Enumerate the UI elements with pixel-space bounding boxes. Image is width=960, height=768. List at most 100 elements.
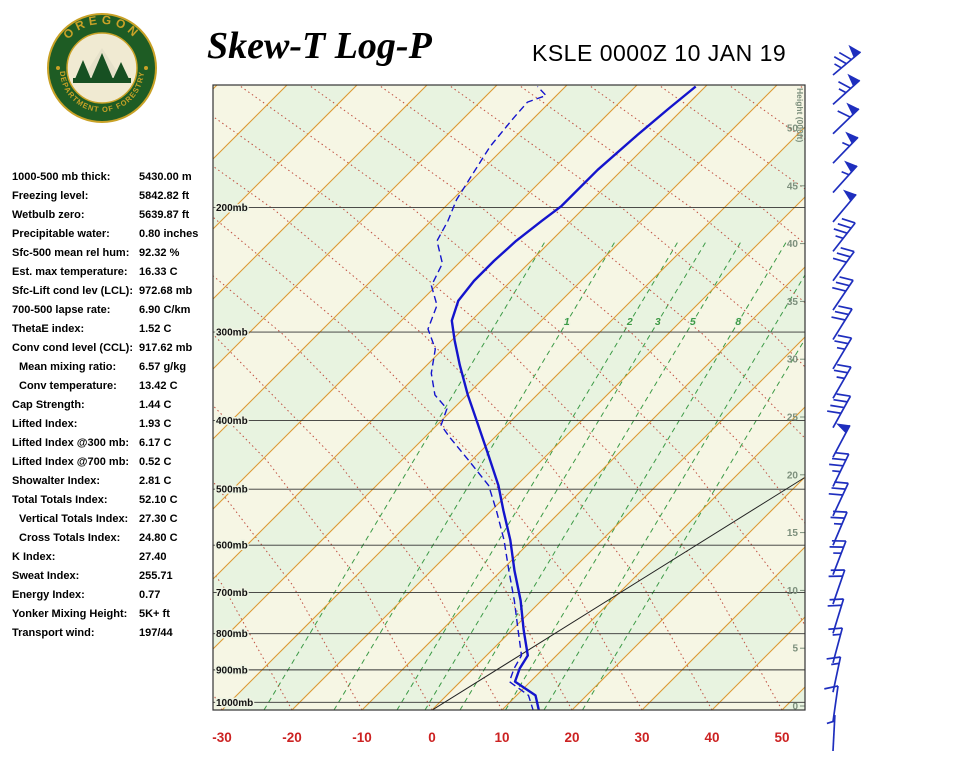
- barb-full: [840, 246, 855, 253]
- barb-flag: [836, 423, 850, 434]
- dry-adiabat: [378, 85, 805, 439]
- barb-half: [826, 720, 835, 725]
- index-value: 1.52 C: [139, 322, 172, 335]
- index-value: 6.57 g/kg: [139, 360, 187, 373]
- dry-adiabat: [213, 115, 783, 710]
- wind-barb: [824, 685, 839, 722]
- wind-barb: [828, 481, 849, 517]
- band: [852, 85, 960, 710]
- barb-full: [836, 393, 851, 398]
- dry-adiabat: [798, 85, 805, 91]
- barb-full: [832, 257, 847, 263]
- wind-barb: [830, 510, 848, 546]
- barb-half: [832, 469, 841, 473]
- pressure-label-600mb: 600mb: [216, 541, 248, 552]
- wind-barb: [829, 539, 847, 575]
- barb-full: [834, 481, 849, 485]
- index-row: Precipitable water: 0.80 inches: [12, 224, 222, 243]
- height-tick-label: 50: [787, 124, 799, 135]
- temp-tick-label: 40: [704, 730, 719, 745]
- pressure-label-1000mb: 1000mb: [216, 698, 253, 709]
- height-tick-label: 45: [787, 181, 799, 192]
- barb-full: [833, 56, 847, 65]
- index-row: Cross Totals Index: 24.80 C: [12, 528, 222, 547]
- index-value: 2.81 C: [139, 474, 172, 487]
- index-row: Total Totals Index: 52.10 C: [12, 490, 222, 509]
- index-label: Mean mixing ratio:: [19, 360, 117, 373]
- isotherms: [213, 85, 805, 710]
- index-label: Showalter Index:: [12, 474, 101, 487]
- index-label: Conv temperature:: [19, 379, 117, 392]
- pressure-label-300mb: 300mb: [216, 328, 248, 339]
- barb-full: [829, 463, 844, 467]
- pressure-label-400mb: 400mb: [216, 416, 248, 427]
- height-tick-label: 35: [787, 297, 799, 308]
- index-label: Total Totals Index:: [12, 493, 108, 506]
- index-value: 27.40: [139, 550, 167, 563]
- wind-barb: [826, 715, 836, 752]
- index-value: 27.30 C: [139, 512, 178, 525]
- logo-dot-left: [56, 66, 60, 70]
- wind-barb: [832, 423, 851, 458]
- index-value: 0.52 C: [139, 455, 172, 468]
- barb-half: [836, 376, 845, 380]
- indices-panel: 1000-500 mb thick: 5430.00 m Freezing leve…: [12, 167, 222, 642]
- barb-half: [832, 633, 841, 636]
- isotherm-line: [213, 85, 498, 370]
- dewpoint-trace: [427, 86, 547, 710]
- wind-barb: [827, 393, 852, 429]
- isotherm-line: [213, 85, 428, 300]
- index-value: 972.68 mb: [139, 284, 193, 297]
- dry-adiabat: [213, 275, 573, 710]
- height-tick-label: 25: [787, 413, 799, 424]
- barb-full: [831, 316, 846, 321]
- barb-flag: [847, 73, 860, 87]
- index-label: 1000-500 mb thick:: [12, 170, 111, 183]
- dry-adiabat: [869, 85, 960, 710]
- dry-adiabat: [308, 85, 805, 525]
- wind-barb: [832, 160, 858, 194]
- index-label: Wetbulb zero:: [12, 208, 85, 221]
- mixing-ratio-line: [396, 239, 680, 710]
- temp-tick-label: -20: [282, 730, 302, 745]
- isotherm-line: [641, 546, 805, 710]
- pressure-label-700mb: 700mb: [216, 588, 248, 599]
- index-label: Cross Totals Index:: [19, 531, 121, 544]
- barb-full: [839, 276, 854, 282]
- barb-full: [828, 627, 843, 631]
- index-value: 255.71: [139, 569, 173, 582]
- barb-full: [827, 604, 842, 607]
- index-value: 5842.82 ft: [139, 189, 190, 202]
- temp-tick-label: 10: [494, 730, 509, 745]
- wind-barb: [832, 189, 857, 223]
- index-value: 6.90 C/km: [139, 303, 191, 316]
- index-row: Lifted Index: 1.93 C: [12, 414, 222, 433]
- dry-adiabat: [213, 165, 713, 710]
- barb-full: [833, 369, 848, 374]
- barb-staff: [832, 424, 851, 458]
- barb-full: [838, 305, 853, 310]
- index-label: Precipitable water:: [12, 227, 110, 240]
- index-label: Lifted Index @300 mb:: [12, 436, 130, 449]
- wind-barb: [832, 334, 853, 370]
- index-value: 92.32 %: [139, 246, 180, 259]
- index-row: Freezing level: 5842.82 ft: [12, 186, 222, 205]
- barb-staff: [832, 569, 846, 605]
- barb-staff: [832, 540, 847, 575]
- index-row: Sweat Index: 255.71: [12, 566, 222, 585]
- pressure-label-500mb: 500mb: [216, 485, 248, 496]
- index-label: Lifted Index @700 mb:: [12, 455, 130, 468]
- band: [213, 85, 805, 710]
- isotherm-line: [431, 336, 805, 710]
- index-value: 6.17 C: [139, 436, 172, 449]
- index-value: 24.80 C: [139, 531, 178, 544]
- barb-full: [826, 656, 841, 660]
- isotherm-line: [501, 406, 805, 710]
- barb-full: [827, 410, 842, 415]
- height-tick-label: 20: [787, 470, 799, 481]
- dry-adiabat: [238, 85, 805, 627]
- index-row: Sfc-Lift cond lev (LCL): 972.68 mb: [12, 281, 222, 300]
- wind-barb: [832, 131, 859, 164]
- mixing-ratio-label: 8: [735, 316, 741, 328]
